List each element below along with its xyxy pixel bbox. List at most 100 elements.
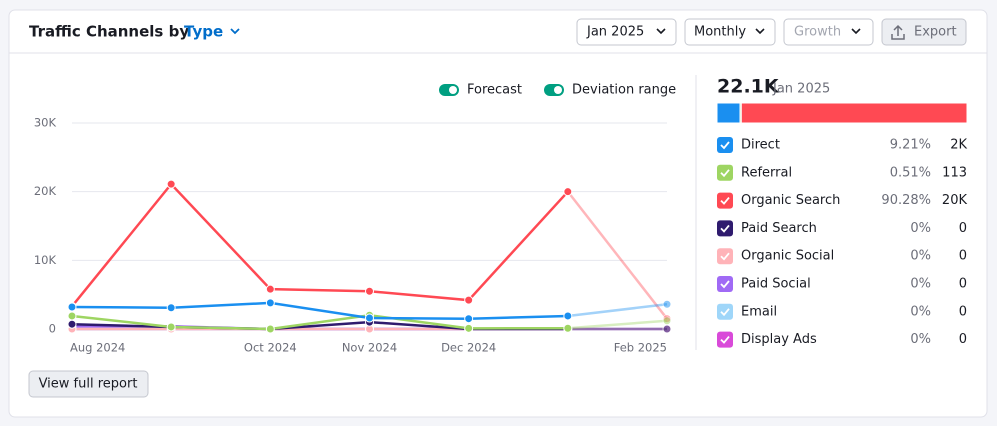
channel-share: 0% xyxy=(910,249,931,264)
total: 22.1K xyxy=(717,76,780,98)
widget-title: Traffic Channels by xyxy=(29,23,189,41)
y-tick-label: 20K xyxy=(34,184,57,198)
toggle-knob xyxy=(554,86,562,94)
checkbox xyxy=(717,164,733,181)
point xyxy=(67,302,77,312)
point xyxy=(67,311,77,321)
chevron xyxy=(656,28,666,35)
interval-label: Monthly xyxy=(694,25,746,40)
card xyxy=(8,9,988,418)
point xyxy=(166,303,176,313)
checkmark xyxy=(720,197,730,205)
series-line xyxy=(71,301,568,320)
point xyxy=(464,314,474,324)
metric-button[interactable] xyxy=(783,18,874,46)
channel-share: 9.21% xyxy=(890,138,931,153)
checkmark xyxy=(720,336,730,344)
point xyxy=(563,311,573,321)
x-tick-label: Oct 2024 xyxy=(244,341,297,355)
channel-name: Organic Search xyxy=(741,193,840,208)
channel-value: 2K xyxy=(950,138,967,153)
channel-value: 0 xyxy=(959,221,967,236)
point xyxy=(166,322,176,332)
type-selector[interactable]: Type xyxy=(184,23,223,41)
point xyxy=(166,179,176,189)
interval-button[interactable] xyxy=(684,18,776,46)
toggle-label: Deviation range xyxy=(572,83,676,98)
channel-name: Display Ads xyxy=(741,332,817,347)
y-tick-label: 10K xyxy=(34,253,57,267)
channel-name: Paid Social xyxy=(741,277,811,292)
checkmark xyxy=(720,224,730,233)
export-icon xyxy=(891,24,905,40)
x-tick-label: Dec 2024 xyxy=(441,341,496,355)
channel-value: 0 xyxy=(959,249,967,264)
channel-share: 0.51% xyxy=(890,165,931,180)
checkmark xyxy=(720,252,730,261)
point xyxy=(365,286,374,296)
point xyxy=(464,323,474,333)
point xyxy=(365,313,374,323)
series-line xyxy=(71,314,568,331)
series-line xyxy=(567,303,668,318)
x-tick-label: Feb 2025 xyxy=(614,341,667,355)
point xyxy=(662,324,672,334)
channel-value: 0 xyxy=(959,277,967,292)
channel-share: 0% xyxy=(910,332,931,347)
checkbox xyxy=(717,192,733,209)
point xyxy=(464,295,474,305)
share-segment xyxy=(740,102,968,124)
checkbox xyxy=(717,248,733,265)
chevron xyxy=(755,28,765,35)
channel-name: Referral xyxy=(741,165,792,180)
checkbox xyxy=(717,303,733,320)
date-button[interactable] xyxy=(576,18,677,46)
checkmark xyxy=(720,280,730,289)
channel-share: 0% xyxy=(910,221,931,236)
channel-name: Email xyxy=(741,304,777,319)
point xyxy=(265,324,275,334)
chevron xyxy=(230,28,240,35)
channel-value: 113 xyxy=(942,165,967,180)
x-tick-label: Aug 2024 xyxy=(70,341,125,355)
channel-share: 0% xyxy=(910,277,931,292)
checkbox xyxy=(717,137,733,153)
checkbox xyxy=(717,331,733,348)
view-report-button[interactable] xyxy=(28,370,149,398)
point xyxy=(563,187,573,197)
export-label: Export xyxy=(914,25,957,40)
series-line xyxy=(566,190,668,320)
series-line xyxy=(567,319,668,330)
y-tick-label: 0 xyxy=(49,322,56,336)
point xyxy=(265,298,275,308)
channel-name: Organic Social xyxy=(741,249,834,264)
checkmark xyxy=(720,308,730,317)
channel-name: Paid Search xyxy=(741,221,817,236)
period: Jan 2025 xyxy=(772,82,830,97)
checkbox xyxy=(717,276,733,292)
x-tick-label: Nov 2024 xyxy=(342,341,397,355)
checkmark xyxy=(720,141,730,150)
y-tick-label: 30K xyxy=(34,116,57,130)
point xyxy=(265,284,275,294)
toggle-knob xyxy=(449,86,457,94)
channel-value: 0 xyxy=(959,304,967,319)
share-segment xyxy=(716,102,741,124)
date-label: Jan 2025 xyxy=(586,25,644,40)
channel-value: 20K xyxy=(942,193,968,208)
point xyxy=(563,323,573,333)
point xyxy=(67,319,77,329)
checkmark xyxy=(720,169,730,178)
toggle-label: Forecast xyxy=(467,83,522,98)
point xyxy=(662,299,672,309)
metric-label: Growth xyxy=(794,25,841,40)
channel-share: 0% xyxy=(910,304,931,319)
checkbox xyxy=(717,220,733,237)
view-report-label: View full report xyxy=(39,377,138,392)
point xyxy=(662,316,672,326)
series-line xyxy=(71,182,569,308)
chevron xyxy=(851,28,861,35)
channel-value: 0 xyxy=(959,332,967,347)
channel-name: Direct xyxy=(741,138,780,153)
